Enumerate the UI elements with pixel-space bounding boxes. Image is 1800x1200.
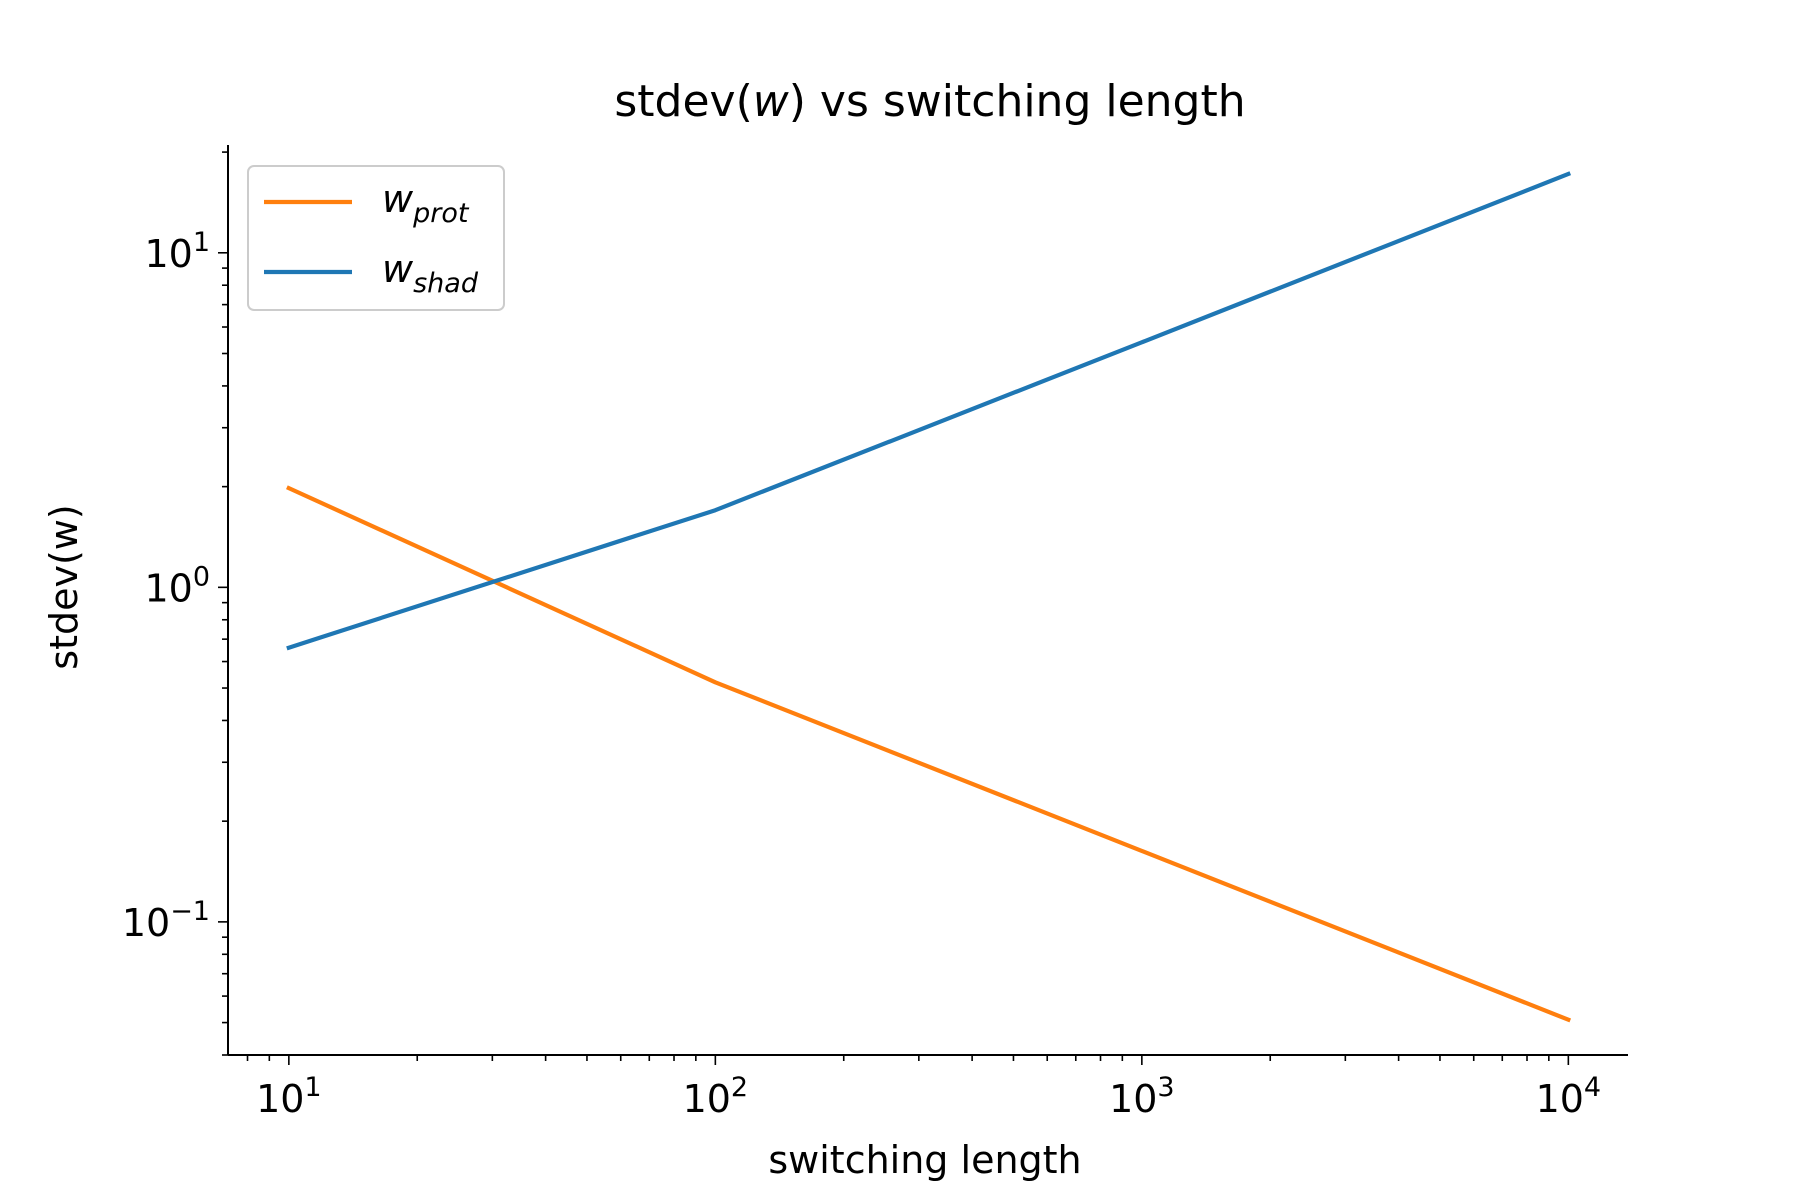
axes-layer: 101 102 103 104 10−1 100 101 bbox=[122, 145, 1628, 1121]
chart-title-italic: w bbox=[753, 76, 790, 127]
x-tick-label: 103 bbox=[1109, 1072, 1175, 1121]
chart-title: stdev(w) vs switching length bbox=[614, 76, 1245, 127]
chart-title-suffix: ) vs switching length bbox=[789, 76, 1246, 127]
legend-label: wprot bbox=[382, 177, 470, 229]
series-line-w-prot bbox=[286, 485, 1572, 1023]
x-axis-label: switching length bbox=[768, 1138, 1081, 1182]
x-tick-label: 102 bbox=[683, 1072, 749, 1121]
y-tick-label: 10−1 bbox=[122, 896, 210, 945]
x-tick-label: 101 bbox=[256, 1072, 322, 1121]
y-tick-label: 100 bbox=[144, 561, 210, 610]
y-axis-label: stdev(w) bbox=[42, 504, 86, 669]
legend-label: wshad bbox=[382, 247, 479, 299]
series-line-w-shad bbox=[286, 171, 1572, 651]
chart-title-prefix: stdev( bbox=[614, 76, 752, 127]
series-layer bbox=[286, 171, 1572, 1023]
legend: wprot wshad bbox=[247, 165, 505, 311]
y-tick-label: 101 bbox=[144, 227, 210, 276]
x-tick-label: 104 bbox=[1536, 1072, 1602, 1121]
